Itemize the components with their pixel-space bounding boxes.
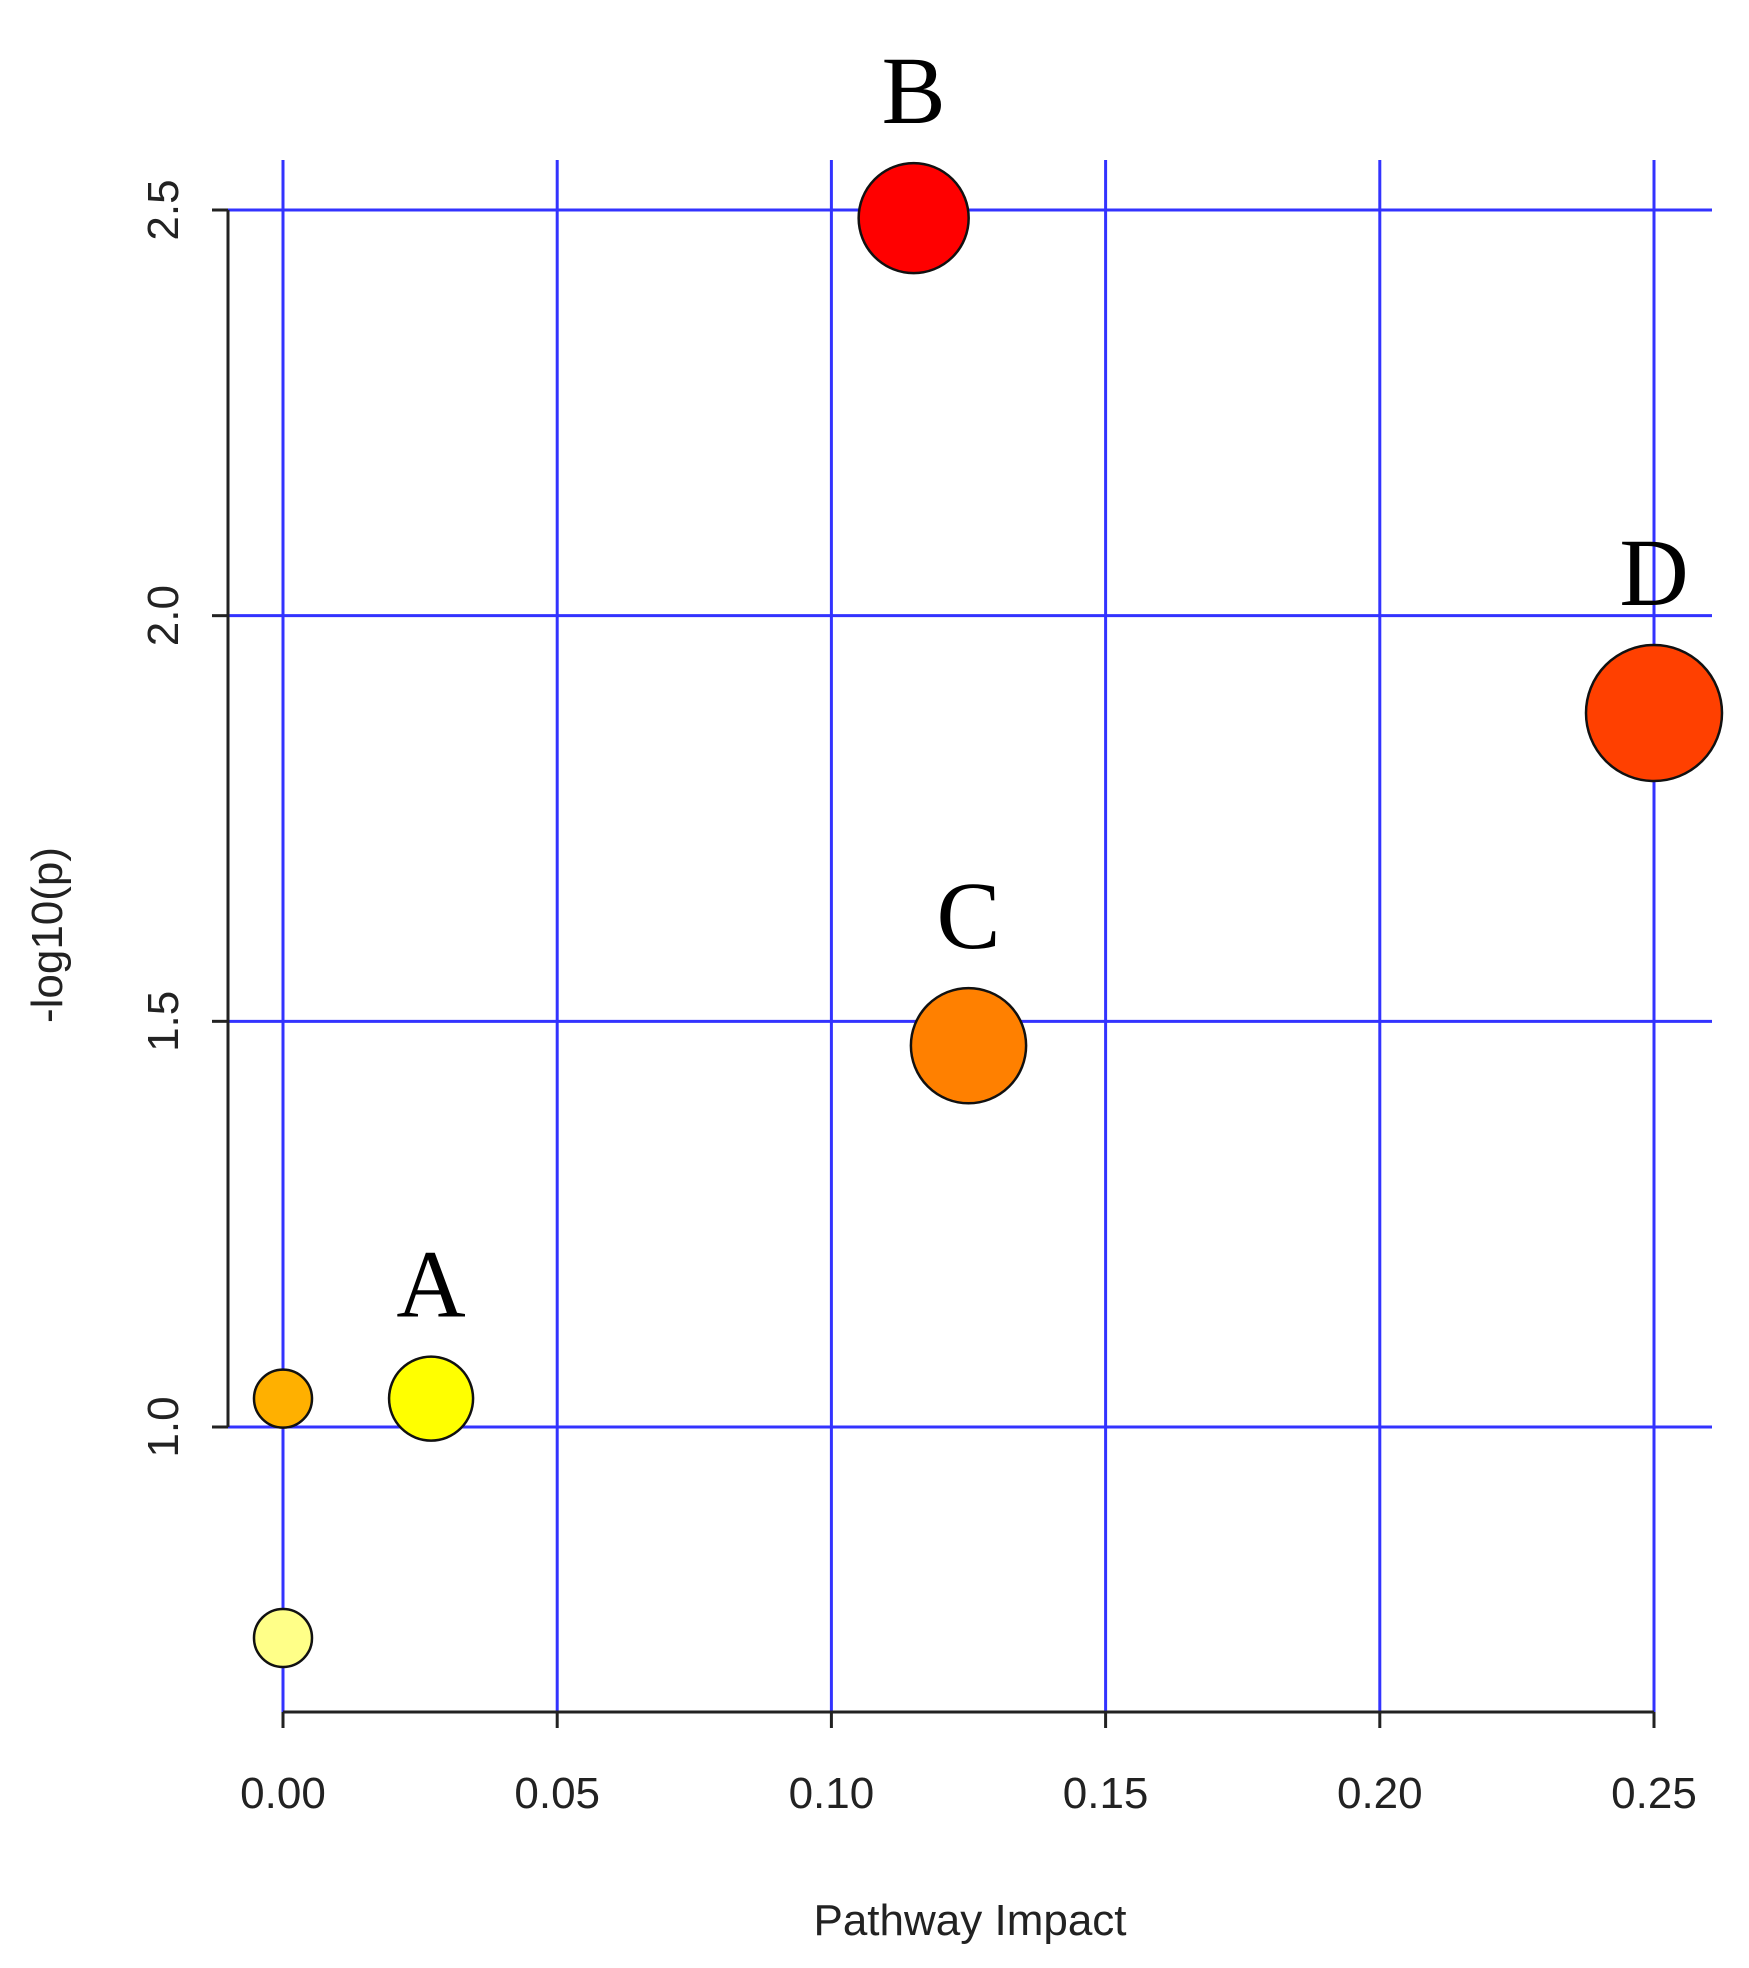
scatter-point [252,1368,314,1429]
x-tick-label: 0.05 [514,1769,600,1818]
x-tick-label: 0.15 [1063,1769,1149,1818]
y-axis-title: -log10(p) [23,847,72,1023]
y-tick-label: 2.0 [139,585,188,646]
axis-layer [212,208,1656,1728]
y-tick-label: 1.0 [139,1396,188,1457]
x-tick-label: 0.10 [789,1769,875,1818]
point-layer [252,161,1724,1669]
point-label-layer: A B C D [396,37,1688,1337]
x-tick-label: 0.00 [240,1769,326,1818]
scatter-point [252,1607,314,1669]
point-label-d: D [1619,519,1688,626]
x-tick-label: 0.25 [1611,1769,1697,1818]
point-label-c: C [936,862,1000,969]
scatter-point [1584,643,1724,783]
scatter-point [909,986,1028,1105]
point-label-a: A [396,1231,465,1338]
y-tick-label: 1.5 [139,991,188,1052]
scatter-point [387,1355,475,1442]
y-tick-label: 2.5 [139,179,188,240]
grid-layer [228,160,1712,1712]
tick-label-layer: 1.0 1.5 2.0 2.5 0.00 0.05 0.10 0.15 0.20 0.25 [139,179,1697,1818]
point-label-b: B [882,37,946,144]
x-axis-title: Pathway Impact [813,1896,1126,1945]
x-tick-label: 0.20 [1337,1769,1423,1818]
scatter-point [857,161,970,275]
